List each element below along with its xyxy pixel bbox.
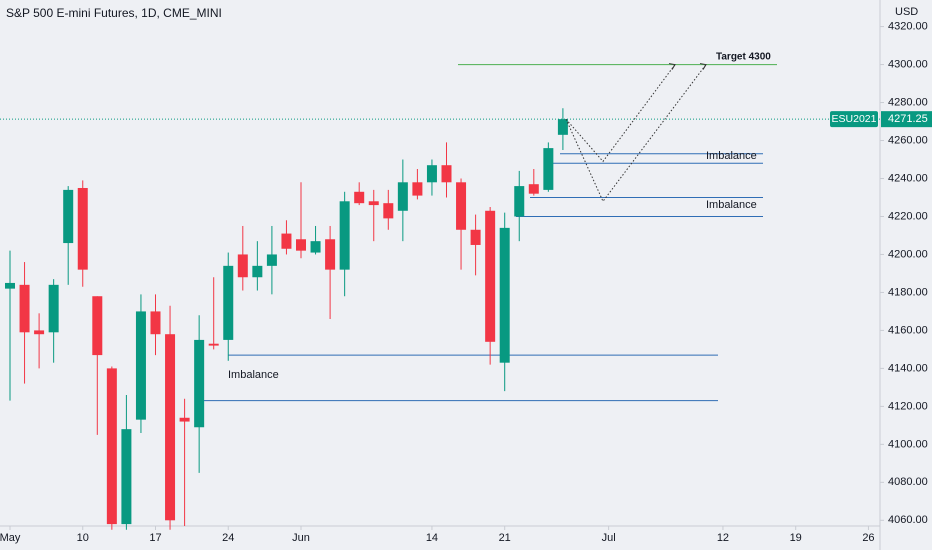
candle-body bbox=[456, 182, 467, 230]
candle-body bbox=[266, 254, 277, 266]
candle-body bbox=[557, 119, 568, 135]
candle-body bbox=[237, 254, 248, 278]
candle-body bbox=[34, 330, 45, 335]
x-tick-label: 21 bbox=[499, 532, 511, 544]
candle-body bbox=[179, 417, 190, 422]
symbol-label: ESU2021 bbox=[832, 113, 877, 125]
y-tick-label: 4080.00 bbox=[888, 476, 928, 488]
y-tick-label: 4100.00 bbox=[888, 438, 928, 450]
x-tick-label: 26 bbox=[862, 532, 874, 544]
price-label: 4271.25 bbox=[888, 113, 928, 125]
symbol-badge bbox=[830, 111, 878, 128]
x-tick-label: May bbox=[0, 532, 21, 544]
candle-body bbox=[426, 165, 437, 183]
candle-body bbox=[310, 241, 321, 253]
annotation: Imbalance bbox=[228, 369, 279, 381]
chart-title: S&P 500 E-mini Futures, 1D, CME_MINI bbox=[6, 6, 222, 20]
y-tick-label: 4300.00 bbox=[888, 58, 928, 70]
x-tick-label: Jun bbox=[292, 532, 310, 544]
candle-body bbox=[339, 201, 350, 270]
y-tick-label: 4320.00 bbox=[888, 20, 928, 32]
candle-body bbox=[354, 191, 365, 204]
candle-body bbox=[528, 184, 539, 194]
candle-body bbox=[368, 201, 379, 206]
projection-arrow bbox=[668, 63, 676, 70]
candle-body bbox=[397, 182, 408, 211]
candle-body bbox=[383, 203, 394, 219]
y-tick-label: 4280.00 bbox=[888, 96, 928, 108]
candle-body bbox=[412, 182, 423, 196]
candle-body bbox=[441, 165, 452, 183]
candle-body bbox=[281, 233, 292, 249]
y-tick-label: 4240.00 bbox=[888, 172, 928, 184]
annotation: Imbalance bbox=[706, 150, 757, 162]
candle-body bbox=[252, 265, 263, 278]
candle-body bbox=[514, 186, 525, 217]
annotation: Target 4300 bbox=[716, 52, 771, 63]
projection-path bbox=[565, 64, 676, 163]
candle-body bbox=[77, 187, 88, 270]
annotation: Imbalance bbox=[706, 199, 757, 211]
candle-body bbox=[499, 227, 510, 363]
y-tick-label: 4160.00 bbox=[888, 324, 928, 336]
candle-body bbox=[165, 334, 176, 521]
candle-body bbox=[150, 311, 161, 335]
candle-body bbox=[543, 148, 554, 190]
y-tick-label: 4120.00 bbox=[888, 400, 928, 412]
candle-body bbox=[223, 265, 234, 340]
x-tick-label: 14 bbox=[426, 532, 438, 544]
candle-body bbox=[106, 368, 117, 525]
candle-body bbox=[208, 343, 219, 346]
candle-body bbox=[5, 282, 15, 289]
candle-body bbox=[485, 210, 496, 342]
y-tick-label: 4060.00 bbox=[888, 514, 928, 526]
candle-body bbox=[121, 429, 132, 525]
projection-arrow bbox=[699, 63, 707, 70]
y-tick-label: 4260.00 bbox=[888, 134, 928, 146]
currency-label: USD bbox=[895, 6, 918, 18]
x-tick-label: 19 bbox=[790, 532, 802, 544]
candle-body bbox=[48, 284, 59, 333]
candle-body bbox=[194, 339, 205, 428]
x-tick-label: 24 bbox=[222, 532, 234, 544]
projection-path bbox=[565, 64, 707, 203]
price-badge bbox=[881, 111, 932, 128]
y-tick-label: 4220.00 bbox=[888, 210, 928, 222]
y-tick-label: 4140.00 bbox=[888, 362, 928, 374]
candle-body bbox=[296, 239, 306, 251]
y-tick-label: 4180.00 bbox=[888, 286, 928, 298]
candle-body bbox=[470, 229, 481, 245]
candle-body bbox=[92, 296, 103, 356]
candle-body bbox=[19, 284, 30, 333]
x-tick-label: 12 bbox=[717, 532, 729, 544]
candle-body bbox=[63, 189, 74, 244]
x-tick-label: Jul bbox=[602, 532, 616, 544]
y-tick-label: 4200.00 bbox=[888, 248, 928, 260]
x-tick-label: 10 bbox=[77, 532, 89, 544]
candle-body bbox=[325, 239, 336, 270]
candle-body bbox=[135, 311, 146, 420]
x-tick-label: 17 bbox=[149, 532, 161, 544]
